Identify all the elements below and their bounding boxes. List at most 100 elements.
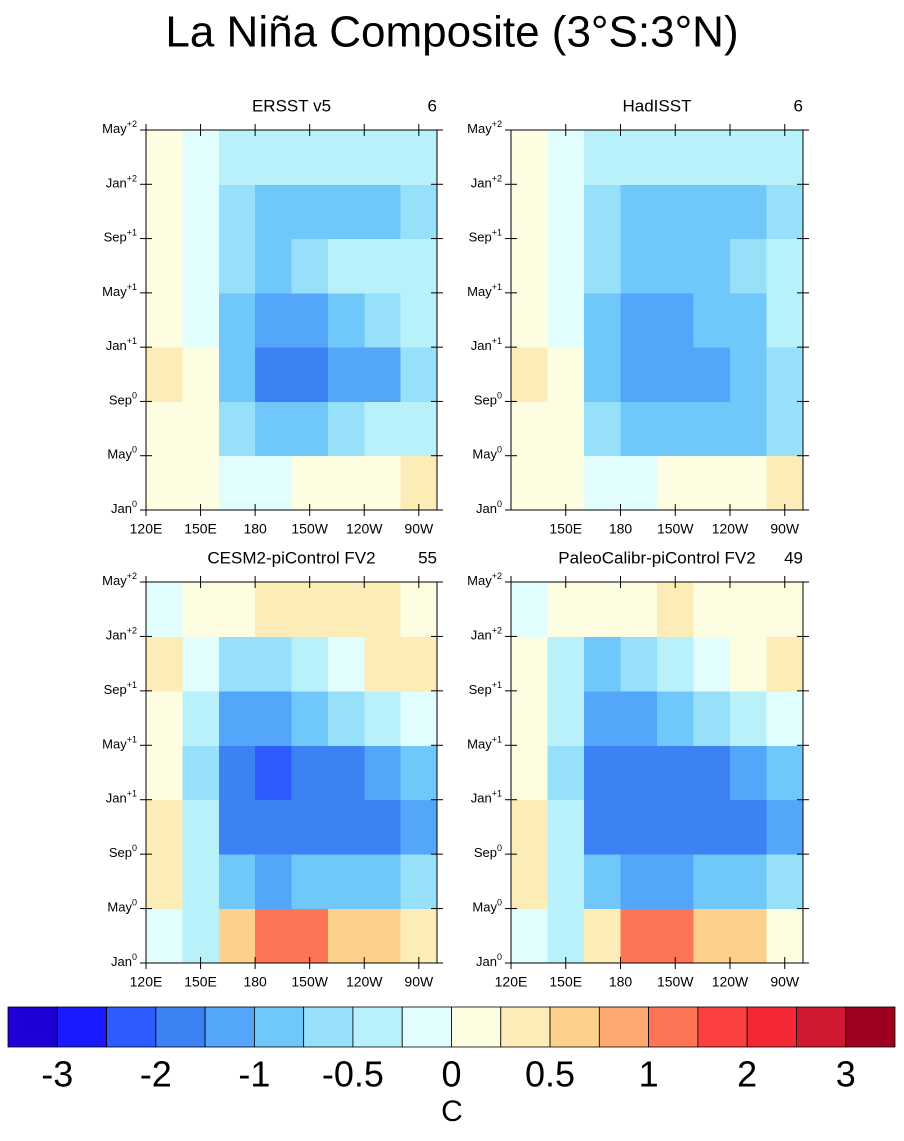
field-cell (327, 908, 365, 964)
x-tick-label: 180 (609, 974, 633, 990)
field-cell (657, 130, 694, 185)
field-cell (400, 184, 438, 240)
colorbar-label: -2 (140, 1054, 172, 1095)
y-tick-label: Sep+1 (469, 228, 502, 245)
panel-count: 55 (418, 548, 437, 567)
plot-frame (510, 129, 804, 511)
field-cell (620, 582, 658, 637)
field-cell (146, 745, 183, 801)
y-tick-month: Jan (476, 501, 497, 516)
field-cell (584, 745, 621, 801)
field-cell (182, 130, 220, 185)
field-cell (584, 401, 621, 457)
y-tick-month: Sep (474, 393, 497, 408)
field-cell (327, 745, 365, 801)
field-cell (291, 184, 329, 240)
colorbar-box (796, 1006, 847, 1048)
field-cell (218, 690, 256, 746)
field-cell (400, 690, 438, 746)
field-cell (620, 745, 658, 801)
field-cell (511, 347, 548, 402)
field-cell (182, 292, 220, 348)
y-tick-label: Jan+2 (106, 174, 137, 191)
field-cell (547, 347, 585, 402)
field-cell (400, 745, 438, 801)
field-cell (327, 130, 365, 185)
field-cell (146, 455, 183, 511)
field-cell (584, 854, 621, 910)
y-tick-year: 0 (132, 391, 137, 401)
field-cell (766, 854, 804, 910)
field-cell (364, 238, 402, 294)
y-tick-label: Sep+1 (104, 680, 137, 697)
y-tick-month: Jan (106, 339, 127, 354)
y-tick-year: 0 (497, 844, 502, 854)
field-cell (693, 455, 731, 511)
y-tick-label: May+1 (467, 282, 502, 299)
field-cell (547, 238, 585, 294)
x-tick-label: 150W (657, 521, 694, 537)
field-cell (584, 130, 621, 185)
y-tick-year: +1 (127, 282, 137, 292)
field-cell (657, 238, 694, 294)
colorbar-box (303, 1006, 354, 1048)
field-cell (766, 745, 804, 801)
y-tick-year: +2 (127, 626, 137, 636)
field-cell (584, 636, 621, 692)
field-cell (511, 690, 548, 746)
field-cell (327, 582, 365, 637)
field-cell (766, 799, 804, 855)
colorbar-box (500, 1006, 551, 1048)
field-cell (291, 854, 329, 910)
field-cell (364, 854, 402, 910)
field-cell (693, 292, 731, 348)
field-cell (511, 238, 548, 294)
field-cell (693, 401, 731, 457)
panel-count: 6 (428, 96, 437, 115)
y-tick-year: 0 (497, 499, 502, 509)
y-tick-label: May0 (107, 898, 137, 915)
y-tick-year: 0 (497, 898, 502, 908)
y-tick-month: Sep (474, 846, 497, 861)
field-cell (730, 745, 767, 801)
field-cell (182, 184, 220, 240)
field-cell (218, 292, 256, 348)
field-cell (182, 401, 220, 457)
field-cell (182, 690, 220, 746)
field-cell (255, 130, 292, 185)
field-cell (182, 347, 220, 402)
x-tick-label: 90W (404, 974, 434, 990)
field-cell (766, 292, 804, 348)
y-tick-label: Sep0 (109, 391, 137, 408)
field-cell (327, 347, 365, 402)
field-cell (657, 799, 694, 855)
field-cell (255, 908, 292, 964)
field-cell (730, 854, 767, 910)
colorbar-box (451, 1006, 502, 1048)
field-cell (584, 908, 621, 964)
field-cell (146, 401, 183, 457)
x-tick-label: 150E (549, 974, 582, 990)
colorbar-label: -3 (41, 1054, 73, 1095)
x-tick-label: 90W (404, 521, 434, 537)
field-cell (400, 636, 438, 692)
colorbar-box (155, 1006, 206, 1048)
panel-title: PaleoCalibr-piControl FV2 (558, 548, 755, 567)
y-tick-label: May+2 (102, 119, 137, 136)
y-tick-month: May (107, 447, 132, 462)
field-cell (620, 401, 658, 457)
y-tick-label: May0 (107, 445, 137, 462)
field-cell (146, 582, 183, 637)
y-tick-month: May (472, 447, 497, 462)
colorbar-box (204, 1006, 255, 1048)
field-cell (766, 401, 804, 457)
x-tick-label: 180 (609, 521, 633, 537)
field-cell (657, 292, 694, 348)
field-cell (218, 130, 256, 185)
y-tick-year: 0 (132, 844, 137, 854)
field-cell (584, 799, 621, 855)
field-cell (547, 401, 585, 457)
field-cell (620, 238, 658, 294)
field-cell (547, 292, 585, 348)
y-tick-year: +2 (492, 174, 502, 184)
